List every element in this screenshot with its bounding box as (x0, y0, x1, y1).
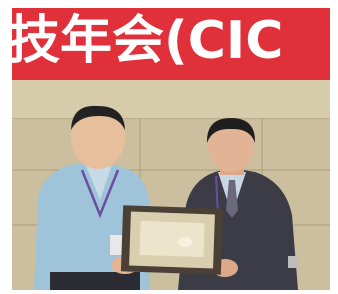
certificate (121, 205, 223, 274)
wall-upper (12, 78, 330, 118)
photo-content: 技年会(CIC (8, 8, 330, 292)
photo: 技年会(CIC (0, 0, 338, 294)
page: 技年会(CIC (0, 0, 338, 294)
banner-text: 技年会(CIC (8, 11, 283, 71)
